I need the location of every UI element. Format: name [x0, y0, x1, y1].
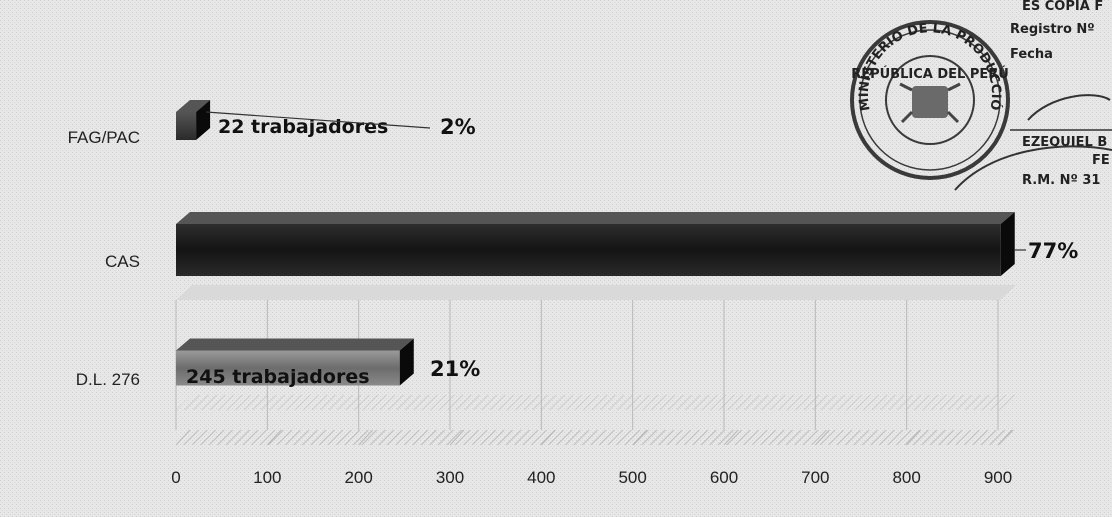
- certification-stamp: ES COPIA F Registro Nº Fecha EZEQUIEL B …: [954, 0, 1112, 191]
- signature-mark: [1027, 94, 1111, 121]
- coat-of-arms-icon: [912, 86, 948, 118]
- category-label: D.L. 276: [76, 370, 140, 389]
- category-label: CAS: [105, 252, 140, 271]
- plot-wall-top: [176, 285, 1016, 300]
- x-tick-label: 500: [618, 468, 646, 487]
- x-tick-label: 300: [436, 468, 464, 487]
- seal-inner-text: REPÚBLICA DEL PERÚ: [851, 66, 1009, 82]
- floor-gridline: [449, 429, 465, 446]
- x-tick-label: 0: [171, 468, 180, 487]
- floor-gridline: [723, 429, 739, 446]
- floor-gridline: [358, 429, 374, 446]
- bar-side-face: [1000, 212, 1015, 276]
- rm-number: R.M. Nº 31: [1022, 173, 1100, 188]
- copy-header: ES COPIA F: [1022, 0, 1103, 14]
- bar-top-face: [176, 338, 414, 351]
- x-tick-label: 700: [801, 468, 829, 487]
- bar-front-face: [176, 224, 1001, 276]
- floor-gridline: [997, 429, 1013, 446]
- floor-gridline: [906, 429, 922, 446]
- bar-fag-pac: [176, 100, 211, 140]
- registro-label: Registro Nº: [1010, 22, 1095, 37]
- bar-side-face: [399, 338, 414, 386]
- floor-gridline: [540, 429, 556, 446]
- bar-top-face: [176, 100, 211, 112]
- floor-gridline: [175, 429, 191, 446]
- data-label: 245 trabajadores: [186, 366, 370, 388]
- signer-suffix: FE: [1092, 153, 1110, 168]
- x-tick-label: 600: [710, 468, 738, 487]
- bars: [176, 100, 1015, 386]
- category-label: FAG/PAC: [68, 128, 140, 147]
- plot-floor-upper: [176, 395, 1016, 410]
- x-tick-label: 900: [984, 468, 1012, 487]
- bar-cas: [176, 212, 1015, 276]
- bar-front-face: [176, 350, 400, 386]
- bar-side-face: [196, 100, 211, 140]
- plot-floor: [176, 430, 1016, 445]
- floor-gridline: [632, 429, 648, 446]
- x-tick-labels: 0 100 200 300 400 500 600 700 800 900: [171, 468, 1012, 487]
- x-tick-label: 400: [527, 468, 555, 487]
- bar-front-face: [176, 112, 197, 140]
- floor-gridline: [266, 429, 282, 446]
- x-tick-label: 200: [344, 468, 372, 487]
- bar-d-l-276: [176, 338, 414, 386]
- percent-label: 21%: [430, 357, 480, 381]
- fecha-label: Fecha: [1010, 47, 1053, 62]
- leader-line: [205, 111, 431, 129]
- category-labels: FAG/PAC CAS D.L. 276: [68, 128, 140, 389]
- percent-label: 77%: [1028, 239, 1078, 263]
- x-tick-label: 100: [253, 468, 281, 487]
- x-tick-label: 800: [892, 468, 920, 487]
- bar-top-face: [176, 212, 1015, 224]
- percent-label: 2%: [440, 115, 476, 139]
- data-labels: 22 trabajadores 2%77%245 trabajadores 21%: [186, 111, 1078, 388]
- floor-gridline: [814, 429, 830, 446]
